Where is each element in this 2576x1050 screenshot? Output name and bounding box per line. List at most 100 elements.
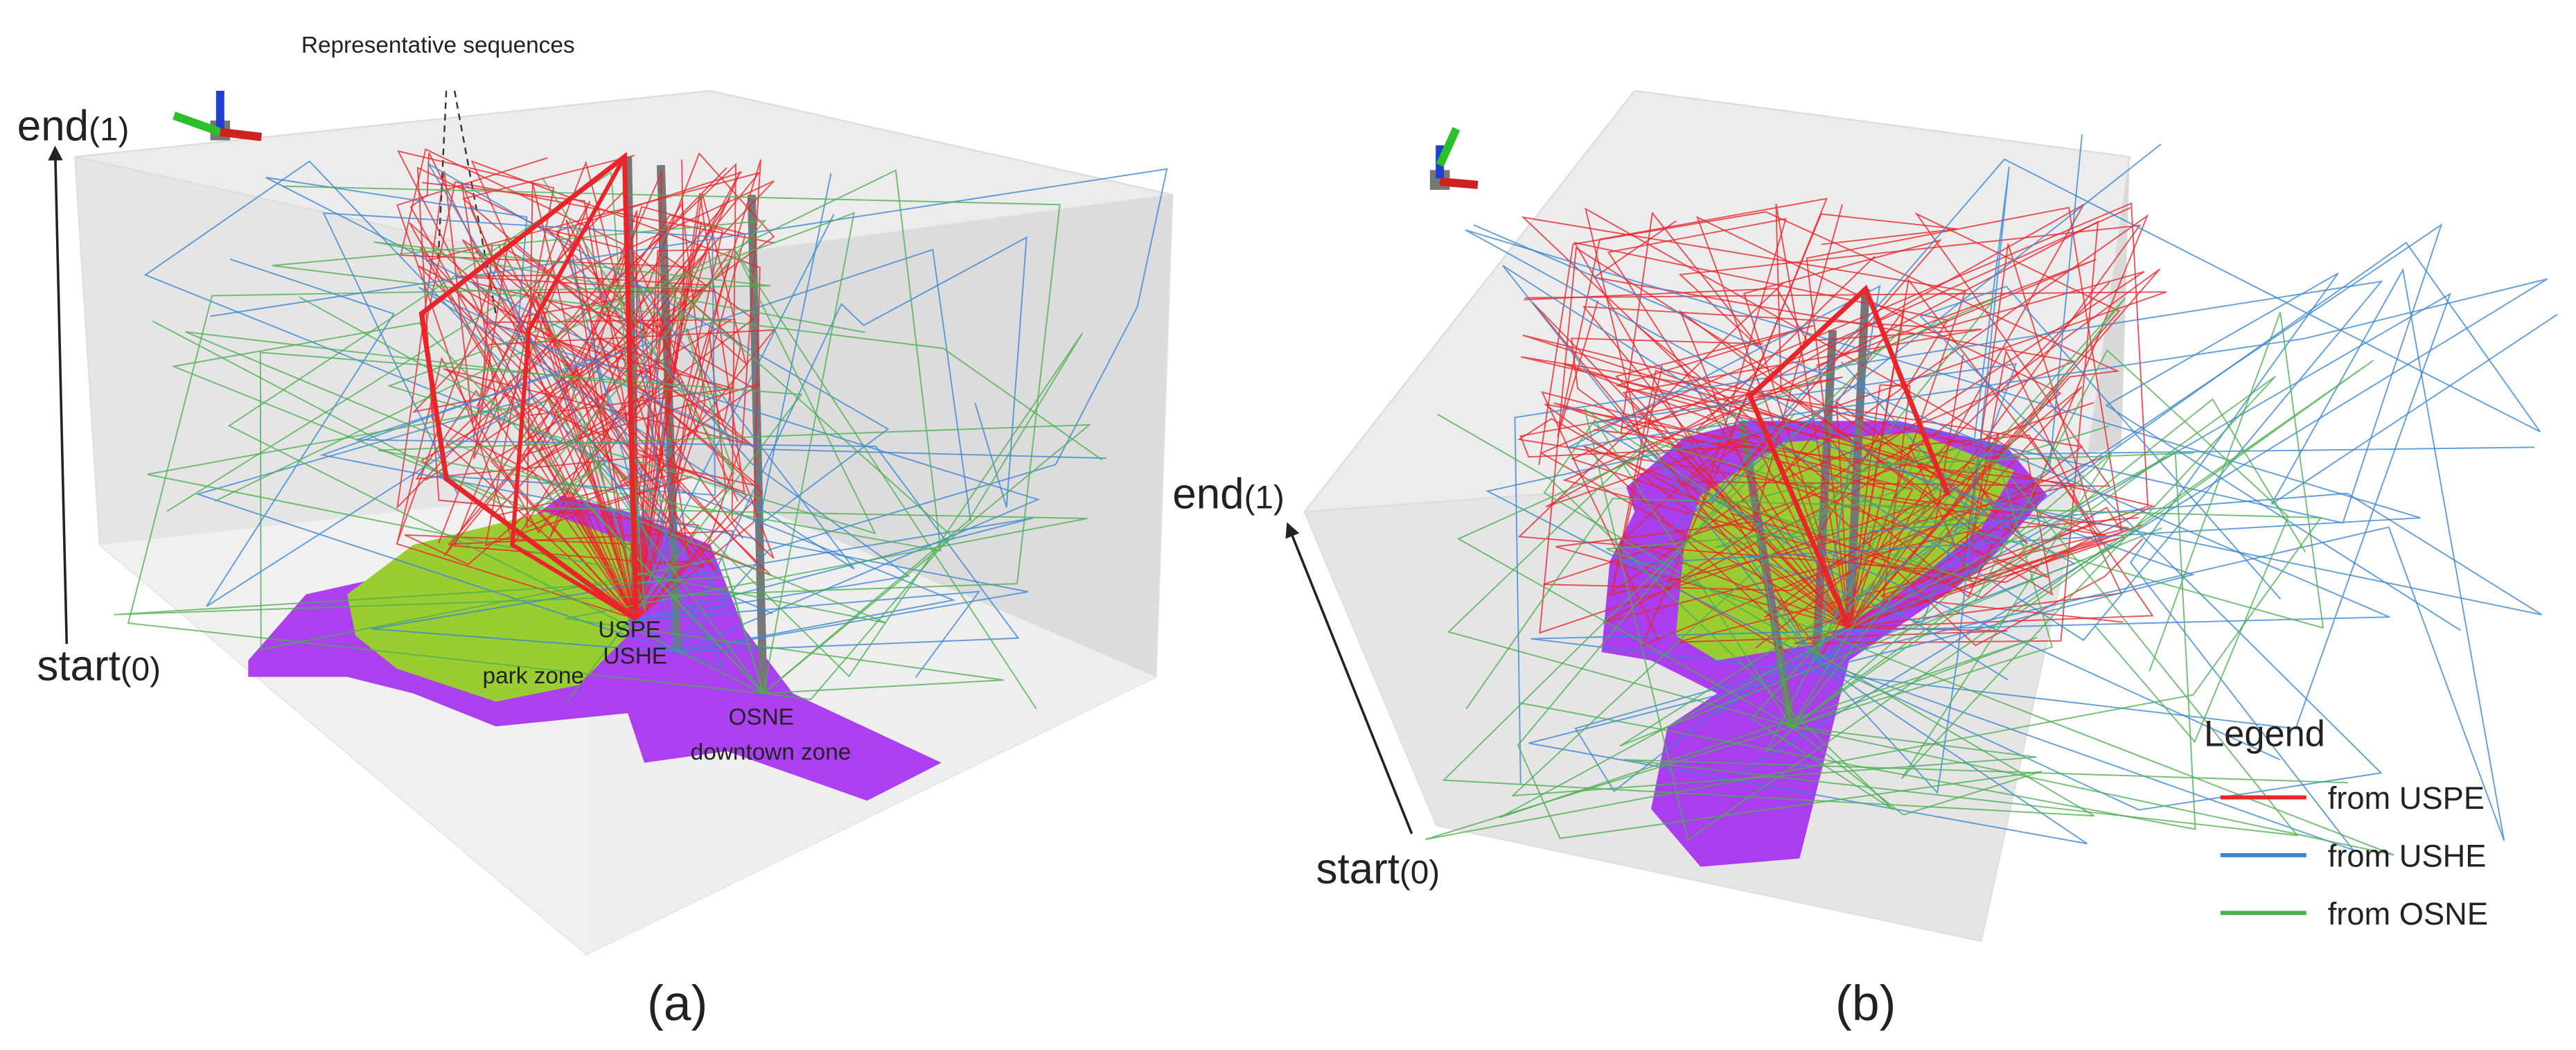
axis-end-value: (1) xyxy=(89,111,129,148)
axis-start: start(0) xyxy=(37,642,161,690)
trajectory xyxy=(1447,312,2324,728)
trajectories xyxy=(114,134,2558,856)
panel-label: (a) xyxy=(647,976,707,1031)
trajectory xyxy=(397,150,692,620)
trajectory xyxy=(1517,204,2107,629)
marker-label: USHE xyxy=(603,644,667,670)
trajectory xyxy=(1557,198,1850,628)
axis-start-label: start xyxy=(37,642,120,690)
trajectory xyxy=(1424,498,2322,841)
trajectory xyxy=(1517,243,2095,629)
trajectory xyxy=(1517,412,2043,839)
trajectory xyxy=(409,222,707,620)
trajectory xyxy=(1524,288,1982,628)
trajectory xyxy=(418,279,1106,653)
trajectory xyxy=(1528,437,2195,845)
trajectory xyxy=(470,281,772,620)
trajectory xyxy=(1815,166,2535,794)
trajectory xyxy=(400,148,687,620)
panel-label: (b) xyxy=(1835,976,1896,1031)
trajectory xyxy=(1790,349,2289,744)
trajectory xyxy=(676,236,1027,653)
trajectory xyxy=(425,171,761,620)
legend-title: Legend xyxy=(2204,715,2325,755)
axis-end-label: end xyxy=(17,102,89,150)
trajectory xyxy=(1815,361,2543,661)
trajectory xyxy=(635,193,748,620)
trajectory xyxy=(1622,213,1958,629)
trajectory xyxy=(427,162,890,668)
trajectory xyxy=(1522,334,2029,628)
trajectory xyxy=(1519,376,1850,628)
trajectory xyxy=(1583,360,2374,841)
trajectory xyxy=(1815,286,2383,811)
representative-sequence xyxy=(510,155,637,621)
axis-start: start(0) xyxy=(1316,845,1440,893)
marker-label: OSNE xyxy=(728,705,793,730)
trajectory xyxy=(1442,328,2095,817)
trajectory xyxy=(195,258,678,653)
axis-end: end(1) xyxy=(1172,471,1285,518)
trajectory xyxy=(1709,158,2541,761)
zone-label: downtown zone xyxy=(691,740,852,765)
trajectory xyxy=(1765,376,2277,779)
axis-start-value: (0) xyxy=(1400,854,1440,891)
zone-label: park zone xyxy=(483,663,584,689)
axis-end-label: end xyxy=(1172,471,1244,518)
trajectory xyxy=(259,351,803,703)
trajectory xyxy=(1532,301,1914,655)
trajectory xyxy=(1731,398,2306,727)
representative-sequence xyxy=(418,152,639,622)
trajectory xyxy=(1623,462,2349,837)
trajectory xyxy=(1567,278,2548,773)
trajectory xyxy=(1437,297,2126,810)
trajectory xyxy=(534,218,650,620)
trajectory xyxy=(1816,268,2558,841)
orientation-gizmo xyxy=(1429,127,1479,190)
trajectory xyxy=(170,322,764,694)
trajectory xyxy=(1555,338,1850,629)
trajectory xyxy=(1696,216,2062,628)
trajectory xyxy=(1589,362,2018,681)
trajectory xyxy=(1499,451,2196,830)
trajectory xyxy=(1583,445,2142,634)
trajectory xyxy=(1538,211,2120,628)
trajectory xyxy=(1606,517,2394,856)
trajectory xyxy=(528,322,764,620)
trajectory xyxy=(396,157,731,620)
trajectory xyxy=(425,248,649,620)
trajectory xyxy=(265,177,1040,653)
legend: Legend from USPE from USHE from OSNE xyxy=(2204,715,2488,931)
trajectory xyxy=(214,169,1092,694)
trajectory xyxy=(409,152,637,620)
trajectory xyxy=(272,220,1103,694)
axis-start-label: start xyxy=(1316,845,1399,893)
axis-end-value: (1) xyxy=(1244,480,1285,516)
trajectory xyxy=(1815,272,2462,852)
trajectory xyxy=(416,166,674,620)
representative-sequence xyxy=(1747,284,1951,629)
legend-label: from USHE xyxy=(2328,839,2487,874)
trajectory xyxy=(1562,259,2125,629)
trajectory xyxy=(541,177,953,701)
legend-label: from OSNE xyxy=(2328,896,2488,931)
trajectory xyxy=(1594,213,2149,628)
annotation: Representative sequences xyxy=(301,33,575,58)
trajectory xyxy=(1525,202,2167,628)
trajectory xyxy=(450,160,761,620)
trajectory xyxy=(127,241,865,694)
marker-label: USPE xyxy=(598,617,661,642)
trajectory xyxy=(635,159,761,620)
orientation-gizmo xyxy=(173,91,263,141)
trajectory xyxy=(628,222,703,620)
trajectory xyxy=(1603,268,2161,628)
axis-start-value: (0) xyxy=(121,651,161,688)
trajectory xyxy=(1543,401,2094,628)
legend-label: from USPE xyxy=(2328,780,2485,816)
axis-end: end(1) xyxy=(17,102,130,150)
trajectory xyxy=(210,168,1168,653)
trajectory xyxy=(1473,224,2452,730)
trajectory xyxy=(355,248,1020,653)
